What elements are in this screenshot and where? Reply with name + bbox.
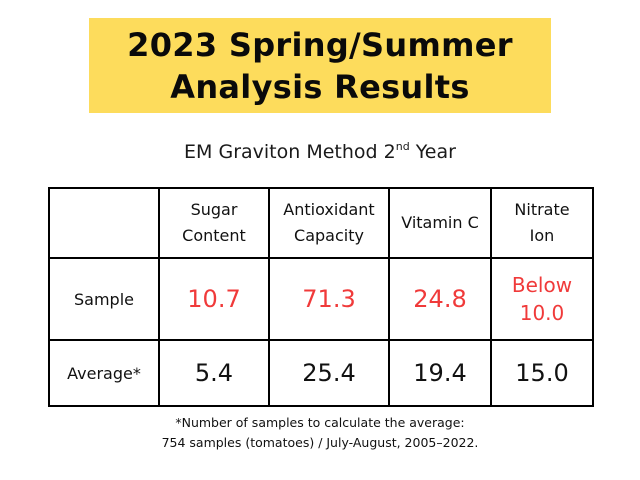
average-antioxidant-value: 25.4 (268, 339, 390, 407)
average-nitrate-value: 15.0 (490, 339, 594, 407)
subtitle-prefix: EM Graviton Method 2 (184, 141, 396, 163)
sample-vitamin-c-value: 24.8 (388, 257, 492, 341)
title-line-1: 2023 Spring/Summer (127, 25, 513, 64)
footnote-line-1: *Number of samples to calculate the aver… (175, 415, 465, 430)
average-vitamin-c-value: 19.4 (388, 339, 492, 407)
title-banner: 2023 Spring/Summer Analysis Results (89, 18, 551, 113)
table-header-row: Sugar Content Antioxidant Capacity Vitam… (48, 187, 594, 259)
column-header-sugar: Sugar Content (158, 187, 270, 259)
column-header-vitamin-c: Vitamin C (388, 187, 492, 259)
subtitle-suffix: Year (409, 141, 456, 163)
footnote: *Number of samples to calculate the aver… (0, 413, 640, 453)
average-sugar-value: 5.4 (158, 339, 270, 407)
sample-nitrate-value: Below 10.0 (490, 257, 594, 341)
row-label-sample: Sample (48, 257, 160, 341)
table-row-sample: Sample 10.7 71.3 24.8 Below 10.0 (48, 257, 594, 341)
sample-sugar-value: 10.7 (158, 257, 270, 341)
subtitle-ordinal: nd (395, 140, 410, 153)
table-row-average: Average* 5.4 25.4 19.4 15.0 (48, 339, 594, 407)
sample-antioxidant-value: 71.3 (268, 257, 390, 341)
row-label-average: Average* (48, 339, 160, 407)
column-header-nitrate: Nitrate Ion (490, 187, 594, 259)
footnote-line-2: 754 samples (tomatoes) / July-August, 20… (161, 435, 479, 450)
corner-cell (48, 187, 160, 259)
title-line-2: Analysis Results (170, 67, 470, 106)
subtitle: EM Graviton Method 2nd Year (0, 141, 640, 163)
results-table: Sugar Content Antioxidant Capacity Vitam… (48, 187, 594, 407)
column-header-antioxidant: Antioxidant Capacity (268, 187, 390, 259)
